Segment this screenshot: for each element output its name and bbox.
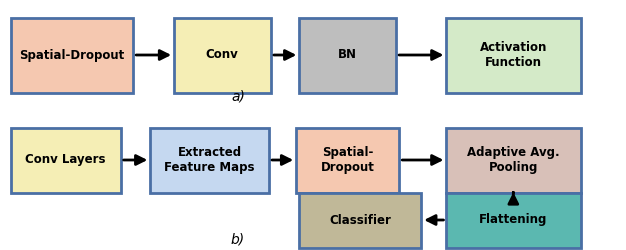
- Text: Adaptive Avg.
Pooling: Adaptive Avg. Pooling: [467, 146, 560, 174]
- FancyBboxPatch shape: [150, 128, 269, 192]
- FancyBboxPatch shape: [446, 192, 580, 248]
- Text: b): b): [231, 232, 245, 246]
- FancyBboxPatch shape: [11, 18, 133, 92]
- FancyBboxPatch shape: [296, 128, 399, 192]
- Text: BN: BN: [338, 48, 357, 62]
- Text: Spatial-
Dropout: Spatial- Dropout: [321, 146, 374, 174]
- Text: Flattening: Flattening: [479, 214, 548, 226]
- Text: Conv: Conv: [206, 48, 239, 62]
- Text: Extracted
Feature Maps: Extracted Feature Maps: [165, 146, 255, 174]
- Text: Classifier: Classifier: [329, 214, 391, 226]
- FancyBboxPatch shape: [299, 192, 421, 248]
- Text: Activation
Function: Activation Function: [480, 41, 547, 69]
- FancyBboxPatch shape: [446, 18, 580, 92]
- FancyBboxPatch shape: [446, 128, 580, 192]
- Text: Spatial-Dropout: Spatial-Dropout: [19, 48, 125, 62]
- FancyBboxPatch shape: [299, 18, 396, 92]
- FancyBboxPatch shape: [173, 18, 270, 92]
- FancyBboxPatch shape: [11, 128, 120, 192]
- Text: a): a): [231, 90, 245, 104]
- Text: Conv Layers: Conv Layers: [26, 154, 106, 166]
